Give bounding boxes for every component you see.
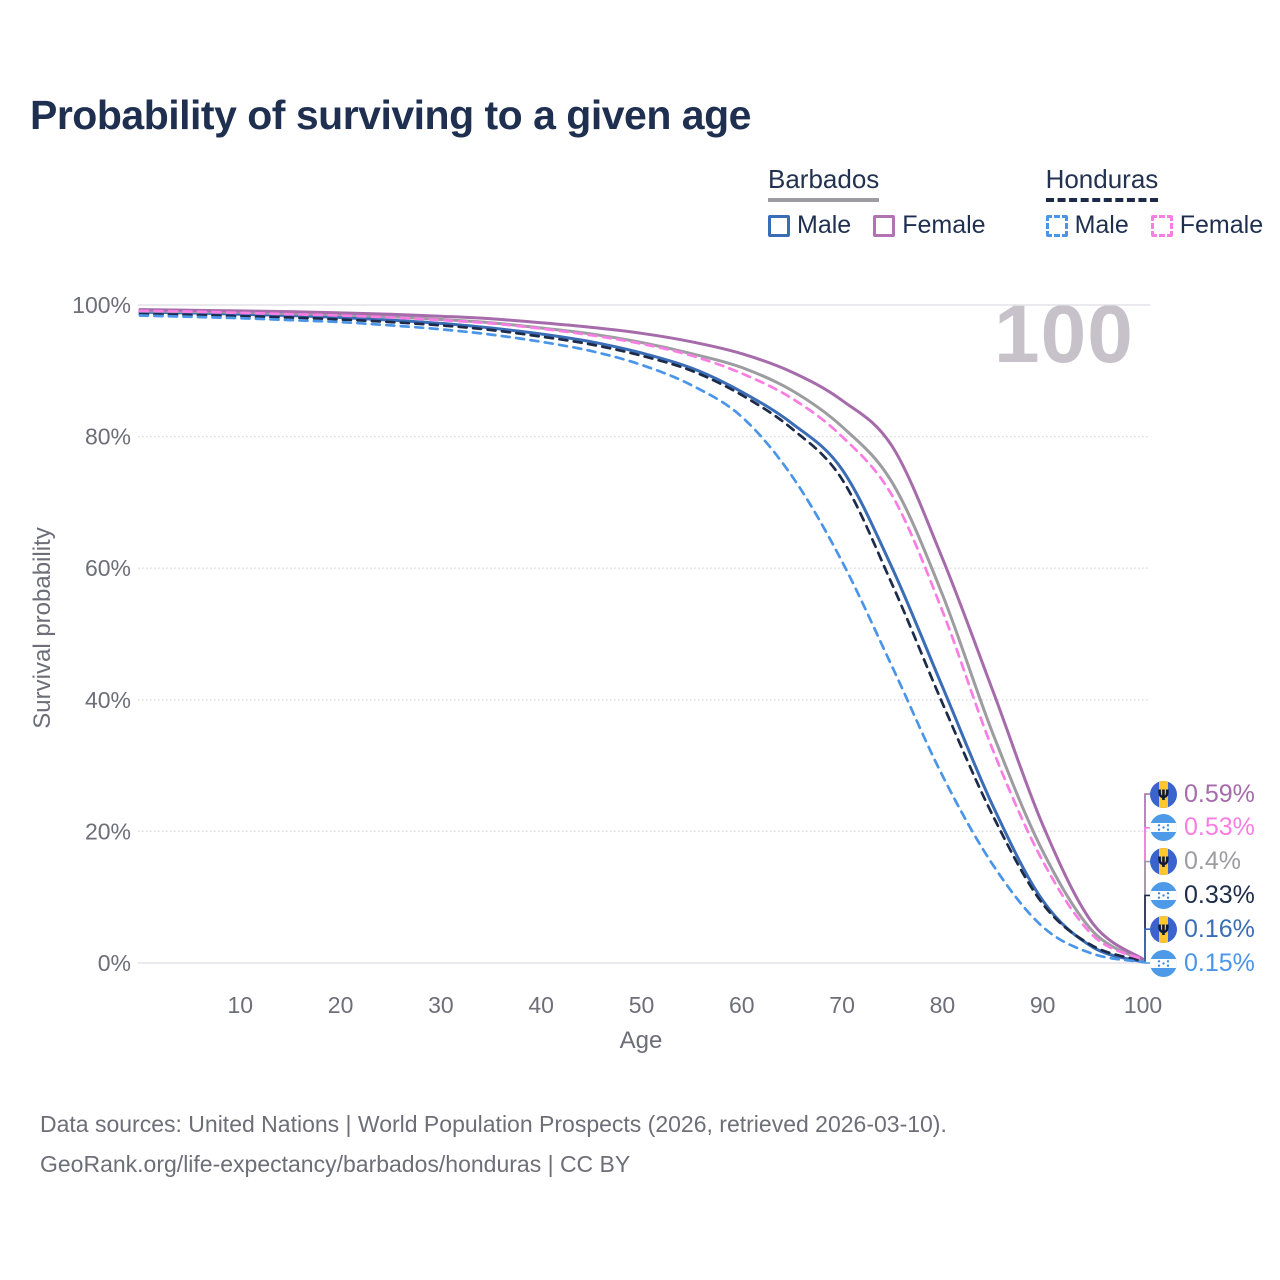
svg-text:Ψ: Ψ xyxy=(1158,855,1170,871)
series-lines xyxy=(138,308,1145,964)
x-tick-label: 100 xyxy=(1124,992,1162,1018)
honduras-flag-icon xyxy=(1150,881,1177,909)
honduras-male-swatch-icon xyxy=(1045,214,1068,237)
legend-item-honduras-male[interactable]: Male xyxy=(1045,211,1129,240)
x-tick-label: 50 xyxy=(629,992,655,1018)
x-tick-label: 20 xyxy=(328,992,354,1018)
legend-group-honduras: Honduras Male Female xyxy=(1045,164,1264,240)
series-line-barbados-female[interactable] xyxy=(138,308,1145,961)
series-line-honduras-female[interactable] xyxy=(138,309,1145,961)
y-tick-label: 100% xyxy=(72,292,131,318)
end-value-label: 0.53% xyxy=(1184,813,1255,842)
end-label-row-honduras-female: 0.53% xyxy=(1150,813,1255,842)
legend-honduras-header: Honduras xyxy=(1045,164,1159,202)
y-tick-label: 60% xyxy=(85,555,131,581)
honduras-female-swatch-icon xyxy=(1150,214,1173,237)
page-title: Probability of surviving to a given age xyxy=(30,92,751,138)
y-tick-label: 40% xyxy=(85,687,131,713)
legend-item-barbados-female[interactable]: Female xyxy=(873,211,986,240)
legend-item-barbados-male[interactable]: Male xyxy=(768,211,851,240)
x-tick-label: 10 xyxy=(228,992,254,1018)
x-tick-label: 40 xyxy=(528,992,554,1018)
svg-text:Ψ: Ψ xyxy=(1158,923,1170,939)
y-tick-label: 20% xyxy=(85,818,131,844)
end-label-row-barbados-female: Ψ 0.59% xyxy=(1150,780,1255,808)
series-line-honduras-both[interactable] xyxy=(138,312,1145,963)
legend-item-honduras-female[interactable]: Female xyxy=(1150,211,1264,240)
svg-text:Ψ: Ψ xyxy=(1158,788,1170,804)
legend-item-label: Male xyxy=(1074,211,1129,239)
end-label-connectors xyxy=(1144,793,1150,964)
end-label-row-barbados-male: Ψ 0.16% xyxy=(1150,915,1255,943)
end-value-label: 0.15% xyxy=(1184,948,1255,977)
end-label-row-barbados-both: Ψ 0.4% xyxy=(1150,847,1241,876)
series-line-honduras-male[interactable] xyxy=(138,314,1145,964)
survival-chart[interactable]: 0%20%40%60%80%100%10 20 30 40 50 60 70 80 90 100 … xyxy=(0,0,1280,1080)
footer: Data sources: United Nations | World Pop… xyxy=(40,1104,947,1184)
footer-attribution-line: GeoRank.org/life-expectancy/barbados/hon… xyxy=(40,1151,631,1177)
x-tick-label: 60 xyxy=(729,992,755,1018)
end-label-row-honduras-both: 0.33% xyxy=(1150,881,1255,909)
barbados-flag-icon: Ψ xyxy=(1150,848,1177,876)
legend: Barbados Male Female Honduras Male Femal… xyxy=(768,164,1263,240)
footer-sources-line: Data sources: United Nations | World Pop… xyxy=(40,1111,947,1137)
legend-item-label: Male xyxy=(797,211,852,239)
legend-item-label: Female xyxy=(1179,211,1264,239)
end-value-label: 0.4% xyxy=(1184,847,1241,876)
x-tick-label: 90 xyxy=(1030,992,1056,1018)
x-tick-label: 70 xyxy=(829,992,855,1018)
y-tick-label: 0% xyxy=(98,950,131,976)
end-value-label: 0.16% xyxy=(1184,914,1255,943)
gridlines xyxy=(138,304,1150,964)
barbados-female-swatch-icon xyxy=(873,214,896,237)
connector-honduras-male xyxy=(1144,961,1150,964)
end-label-row-honduras-male: 0.15% xyxy=(1150,949,1255,977)
x-axis-title: Age xyxy=(620,1027,663,1054)
end-value-label: 0.33% xyxy=(1184,880,1255,909)
y-axis-title: Survival probability xyxy=(29,527,56,728)
legend-group-barbados: Barbados Male Female xyxy=(768,164,986,240)
honduras-flag-icon xyxy=(1150,949,1177,977)
x-tick-label: 30 xyxy=(428,992,454,1018)
x-tick-label: 80 xyxy=(930,992,956,1018)
honduras-flag-icon xyxy=(1150,814,1177,842)
barbados-flag-icon: Ψ xyxy=(1150,915,1177,943)
hover-age-watermark: 100 xyxy=(994,289,1134,380)
barbados-flag-icon: Ψ xyxy=(1150,780,1177,808)
series-line-barbados-male[interactable] xyxy=(138,310,1145,964)
axis-ticks: 0% 20% 40% 60% 80% 100% 10 20 30 40 50 60 70 80 90 100 xyxy=(72,292,1162,1018)
y-tick-label: 80% xyxy=(85,424,131,450)
end-value-label: 0.59% xyxy=(1184,779,1255,808)
legend-barbados-header: Barbados xyxy=(768,164,880,202)
legend-item-label: Female xyxy=(902,211,986,239)
barbados-male-swatch-icon xyxy=(768,214,790,237)
